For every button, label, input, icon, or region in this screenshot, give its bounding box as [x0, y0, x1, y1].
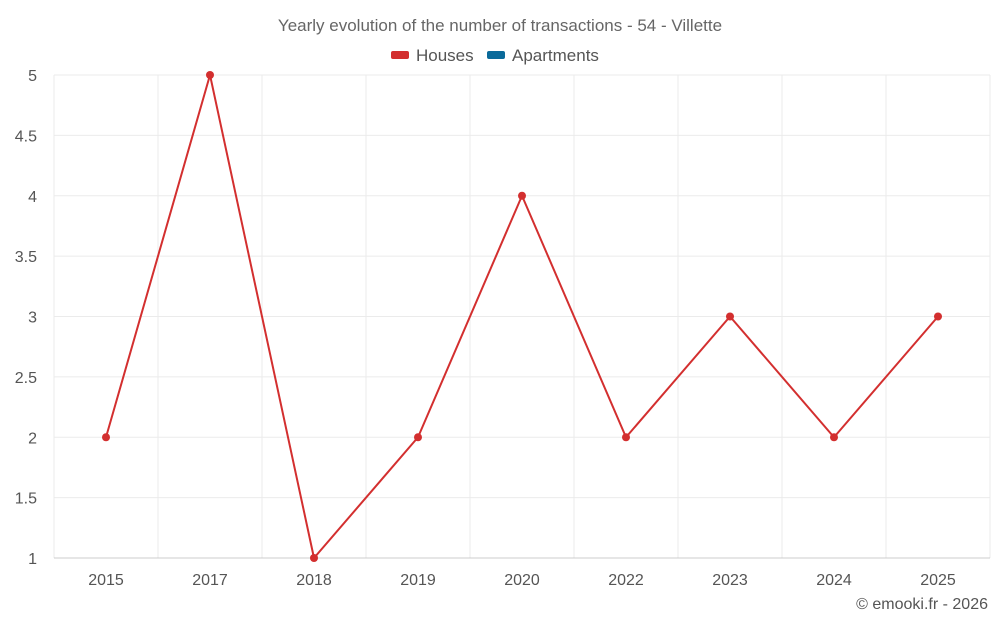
legend-item-apartments[interactable]: Apartments — [487, 46, 599, 65]
legend-swatch-apartments — [487, 51, 505, 59]
y-tick-label: 3.5 — [15, 249, 37, 266]
x-tick-label: 2017 — [192, 572, 228, 589]
x-tick-label: 2020 — [504, 572, 540, 589]
legend-label-houses: Houses — [416, 46, 474, 65]
y-tick-label: 1 — [28, 551, 37, 568]
data-point[interactable] — [102, 433, 110, 442]
grid — [53, 74, 991, 558]
x-tick-label: 2024 — [816, 572, 852, 589]
x-tick-label: 2022 — [608, 572, 644, 589]
x-tick-label: 2015 — [88, 572, 124, 589]
data-point[interactable] — [414, 433, 422, 442]
x-tick-label: 2019 — [400, 572, 436, 589]
legend-item-houses[interactable]: Houses — [391, 46, 474, 65]
chart-title: Yearly evolution of the number of transa… — [278, 16, 722, 35]
y-tick-label: 2 — [28, 430, 37, 447]
y-tick-label: 4.5 — [15, 128, 37, 145]
x-tick-label: 2023 — [712, 572, 748, 589]
x-tick-label: 2025 — [920, 572, 956, 589]
y-axis: 1 1.5 2 2.5 3 3.5 4 4.5 5 — [15, 68, 37, 568]
series — [102, 71, 942, 562]
legend-label-apartments: Apartments — [512, 46, 599, 65]
y-tick-label: 4 — [28, 189, 37, 206]
data-point[interactable] — [622, 433, 630, 442]
data-point[interactable] — [934, 312, 942, 321]
legend-swatch-houses — [391, 51, 409, 59]
data-point[interactable] — [726, 312, 734, 321]
data-point[interactable] — [310, 554, 318, 562]
y-tick-label: 5 — [28, 68, 37, 85]
data-point[interactable] — [206, 71, 214, 79]
data-point[interactable] — [518, 191, 526, 200]
y-tick-label: 3 — [28, 310, 37, 327]
x-tick-label: 2018 — [296, 572, 332, 589]
y-tick-label: 2.5 — [15, 370, 37, 387]
x-axis: 2015 2017 2018 2019 2020 2022 2023 2024 2025 — [54, 557, 990, 589]
y-tick-label: 1.5 — [15, 491, 37, 508]
credit-text: © emooki.fr - 2026 — [856, 596, 988, 613]
legend: Houses Apartments — [391, 46, 599, 65]
data-point[interactable] — [830, 433, 838, 442]
